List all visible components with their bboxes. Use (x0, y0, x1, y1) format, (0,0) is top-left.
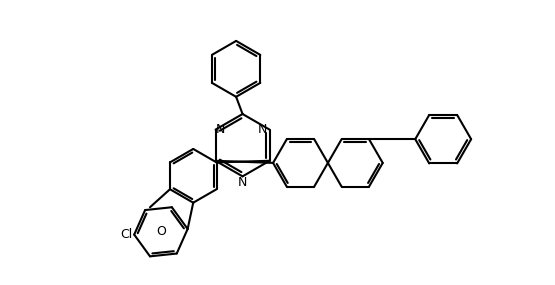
Text: N: N (238, 176, 247, 189)
Text: N: N (216, 123, 225, 136)
Text: N: N (258, 123, 268, 136)
Text: Cl: Cl (120, 228, 132, 241)
Text: O: O (156, 225, 166, 238)
